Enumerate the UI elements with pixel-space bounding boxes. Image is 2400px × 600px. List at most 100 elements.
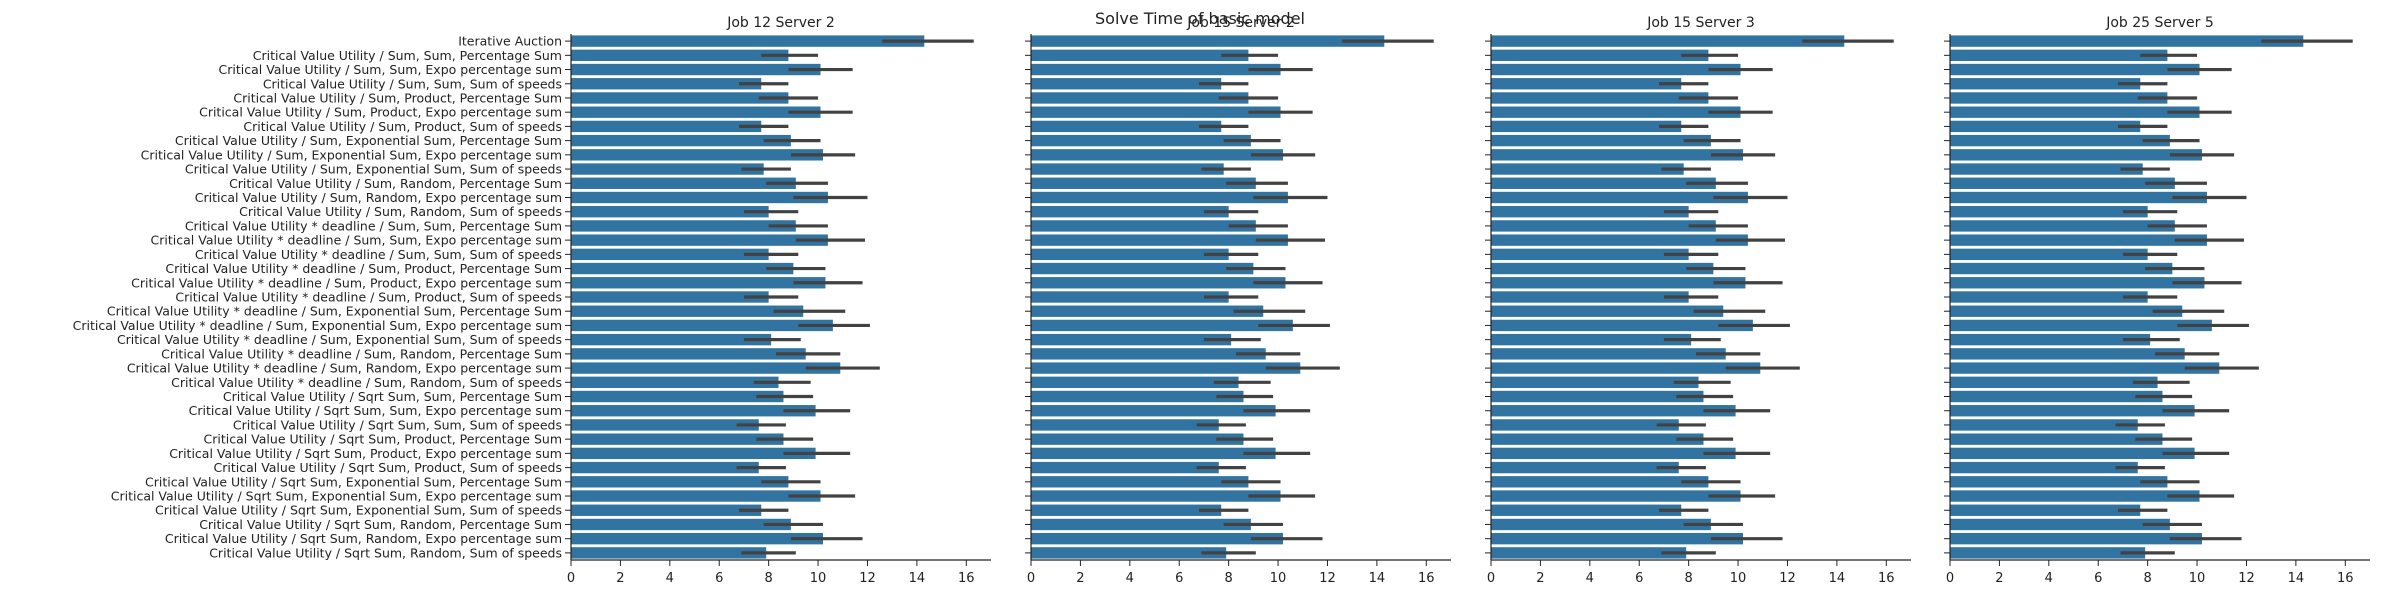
category-label: Critical Value Utility / Sqrt Sum, Sum, … — [233, 417, 562, 432]
bar — [571, 63, 821, 76]
x-tick-label: 8 — [1685, 571, 1693, 586]
bar — [1031, 49, 1249, 62]
x-tick-label: 8 — [1225, 571, 1233, 586]
bar — [1950, 476, 2168, 488]
bar — [1950, 63, 2200, 76]
bar — [1031, 319, 1293, 332]
bar — [571, 220, 796, 232]
x-tick-label: 6 — [1635, 571, 1643, 586]
bar — [1950, 461, 2138, 474]
category-label: Critical Value Utility / Sqrt Sum, Sum, … — [223, 389, 562, 404]
bar — [1031, 120, 1222, 133]
category-label: Critical Value Utility * deadline / Sum,… — [175, 290, 562, 305]
bar — [571, 305, 804, 317]
x-tick-label: 0 — [1487, 571, 1495, 586]
bar — [1491, 191, 1748, 204]
category-label: Critical Value Utility / Sum, Sum, Perce… — [253, 48, 562, 63]
bar — [1491, 518, 1711, 531]
bar — [571, 291, 769, 303]
bar — [1491, 234, 1748, 246]
category-label: Critical Value Utility * deadline / Sum,… — [117, 332, 562, 347]
category-label: Critical Value Utility / Sum, Product, E… — [199, 105, 562, 120]
x-tick-label: 2 — [1076, 571, 1084, 586]
category-label: Critical Value Utility / Sum, Exponentia… — [175, 133, 562, 148]
bar — [571, 362, 841, 374]
bar — [1031, 348, 1266, 360]
category-label: Critical Value Utility / Sqrt Sum, Expon… — [155, 503, 562, 518]
bar — [571, 92, 789, 104]
category-label: Critical Value Utility / Sqrt Sum, Produ… — [203, 432, 562, 447]
bar — [1950, 177, 2175, 189]
bar — [1491, 163, 1684, 175]
panel-title: Job 25 Server 5 — [2105, 15, 2214, 31]
bar — [1031, 433, 1244, 445]
bar — [1950, 92, 2168, 104]
bar — [571, 518, 791, 531]
category-label: Critical Value Utility / Sqrt Sum, Rando… — [199, 517, 562, 532]
x-tick-label: 6 — [1175, 571, 1183, 586]
bar — [1950, 277, 2205, 289]
bar — [1031, 220, 1256, 232]
x-tick-label: 16 — [958, 571, 975, 586]
bar — [1950, 348, 2185, 360]
bar — [1950, 547, 2146, 559]
x-tick-label: 14 — [1829, 571, 1846, 586]
x-tick-label: 6 — [715, 571, 723, 586]
bar — [1491, 106, 1741, 118]
bar — [1950, 362, 2220, 374]
figure-title: Solve Time of basic model — [1095, 9, 1305, 28]
bar — [1950, 405, 2195, 417]
bar — [571, 49, 789, 62]
bar — [1491, 92, 1709, 104]
bar — [1950, 291, 2148, 303]
panel-3: Job 15 Server 3 0 2 4 6 8 10 12 14 16 — [1485, 15, 1911, 586]
bar — [1950, 333, 2151, 346]
bar — [1031, 291, 1229, 303]
bar — [1031, 163, 1224, 175]
bar — [1950, 262, 2173, 275]
bar — [1031, 277, 1286, 289]
bar — [1031, 262, 1254, 275]
bar — [1950, 532, 2202, 545]
bar — [571, 248, 769, 261]
bar — [1031, 35, 1385, 47]
bar — [1491, 220, 1716, 232]
bar — [1031, 362, 1301, 374]
bar — [1950, 49, 2168, 62]
x-tick-label: 2 — [1536, 571, 1544, 586]
bar — [1491, 35, 1845, 47]
bar — [571, 262, 794, 275]
bar — [1491, 447, 1736, 460]
x-tick-label: 12 — [1779, 571, 1796, 586]
category-label: Iterative Auction — [458, 34, 562, 49]
panel-title: Job 12 Server 2 — [726, 15, 835, 31]
bar — [1031, 532, 1283, 545]
category-label: Critical Value Utility / Sum, Product, S… — [243, 119, 562, 134]
x-tick-label: 4 — [1126, 571, 1134, 586]
bar — [571, 504, 762, 516]
bar — [1031, 78, 1222, 90]
category-label: Critical Value Utility / Sqrt Sum, Produ… — [214, 460, 563, 475]
bar — [1491, 504, 1682, 516]
bar — [571, 191, 828, 204]
bar — [1950, 376, 2158, 388]
x-tick-label: 12 — [859, 571, 876, 586]
x-tick-label: 16 — [1418, 571, 1435, 586]
bar — [1491, 149, 1743, 161]
bar — [1950, 191, 2207, 204]
bar — [1950, 78, 2141, 90]
bar — [1950, 206, 2148, 218]
category-label: Critical Value Utility / Sum, Product, P… — [233, 90, 562, 105]
bar — [1950, 234, 2207, 246]
x-tick-label: 2 — [1995, 571, 2003, 586]
category-label: Critical Value Utility * deadline / Sum,… — [171, 375, 562, 390]
bar — [1491, 120, 1682, 133]
bar — [1491, 362, 1761, 374]
bar — [571, 177, 796, 189]
bar — [1031, 177, 1256, 189]
bar — [571, 547, 767, 559]
bar — [1491, 63, 1741, 76]
bar — [1031, 405, 1276, 417]
category-label: Critical Value Utility * deadline / Sum,… — [151, 233, 562, 248]
bar — [571, 319, 833, 332]
